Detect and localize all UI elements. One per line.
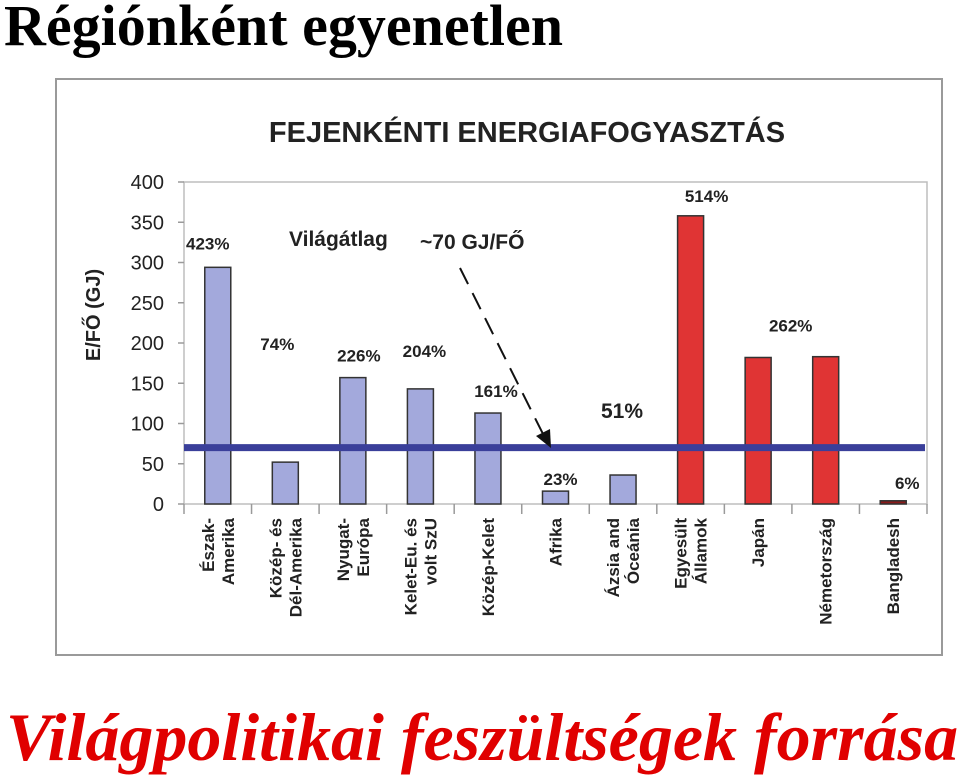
bar bbox=[271, 461, 300, 505]
bar bbox=[744, 356, 772, 505]
category-label: Bangladesh bbox=[884, 518, 903, 614]
asia-group-annotation: 51% bbox=[601, 400, 643, 423]
y-axis-label: E/FŐ (GJ) bbox=[82, 269, 105, 361]
category-label: Japán bbox=[749, 518, 768, 567]
bar bbox=[879, 500, 907, 505]
slide-footer: Világpolitikai feszültségek forrása bbox=[6, 699, 959, 775]
category-label: Nyugat-Európa bbox=[334, 517, 373, 581]
category-label: Közép- ésDél-Amerika bbox=[266, 517, 305, 617]
category-label: EgyesültÁllamok bbox=[672, 517, 711, 588]
category-label: Észak-Amerika bbox=[199, 517, 238, 585]
y-tick-label: 200 bbox=[131, 333, 164, 355]
category-label: Németország bbox=[817, 518, 836, 625]
category-label: Afrika bbox=[547, 517, 566, 566]
bar-value-label: 514% bbox=[685, 187, 728, 206]
y-tick-label: 0 bbox=[153, 494, 164, 516]
category-label: Közép-Kelet bbox=[479, 518, 498, 617]
bar-value-label: 262% bbox=[769, 317, 812, 336]
bar bbox=[676, 215, 705, 505]
y-tick-label: 350 bbox=[131, 212, 164, 234]
slide-title: Régiónként egyenetlen bbox=[4, 0, 563, 58]
bar bbox=[609, 474, 637, 505]
bar-value-label: 226% bbox=[337, 347, 380, 366]
bar bbox=[339, 376, 367, 505]
y-tick-label: 50 bbox=[142, 454, 164, 476]
category-label: Kelet-Eu. ésvolt SzU bbox=[401, 518, 440, 615]
y-tick-label: 150 bbox=[131, 373, 164, 395]
y-tick-label: 100 bbox=[131, 414, 164, 436]
y-tick-label: 300 bbox=[131, 253, 164, 275]
y-tick-label: 400 bbox=[131, 172, 164, 194]
bar-value-label: 161% bbox=[474, 382, 517, 401]
bar bbox=[541, 490, 570, 505]
world-average-value: ~70 GJ/FŐ bbox=[420, 231, 524, 254]
arrow-head bbox=[536, 429, 551, 448]
annotation-arrow bbox=[459, 267, 545, 437]
y-tick-label: 250 bbox=[131, 293, 164, 315]
world-average-label: Világátlag bbox=[289, 228, 388, 251]
energy-bar-chart: FEJENKÉNTI ENERGIAFOGYASZTÁS E/FŐ (GJ) 0… bbox=[82, 115, 928, 625]
bar bbox=[474, 412, 502, 505]
chart-frame: FEJENKÉNTI ENERGIAFOGYASZTÁS E/FŐ (GJ) 0… bbox=[55, 78, 943, 656]
bar-value-label: 6% bbox=[895, 474, 920, 493]
bar-value-label: 74% bbox=[260, 335, 294, 354]
bar bbox=[204, 266, 232, 505]
bar-value-label: 204% bbox=[403, 342, 446, 361]
bar-value-label: 23% bbox=[543, 470, 577, 489]
plot-area: 0 50 100 150 200 250 300 350 400 423% 74% 226% 204% 1… bbox=[131, 172, 928, 625]
category-label: Ázsia andÓceánia bbox=[604, 517, 643, 597]
chart-title: FEJENKÉNTI ENERGIAFOGYASZTÁS bbox=[269, 115, 785, 149]
bar bbox=[811, 355, 840, 505]
bar-value-label: 423% bbox=[186, 234, 229, 253]
